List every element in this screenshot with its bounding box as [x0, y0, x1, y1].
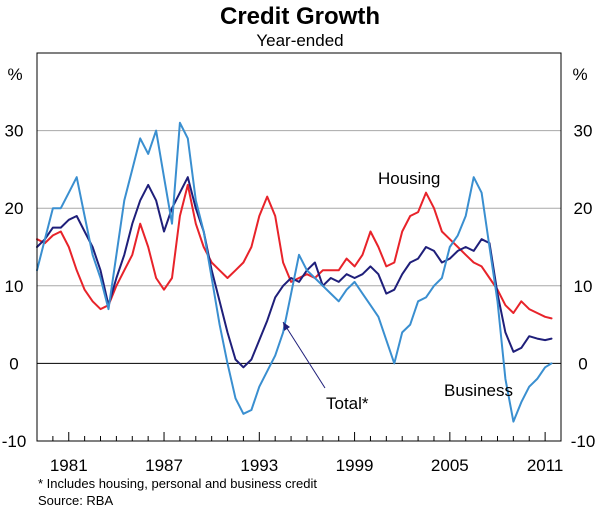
chart-subtitle: Year-ended: [256, 31, 343, 50]
y-axis-unit-right: %: [572, 65, 587, 84]
footnote-source: Source: RBA: [38, 493, 113, 508]
x-tick-label: 1981: [50, 456, 88, 475]
y-axis-unit-left: %: [7, 65, 22, 84]
series-label-total: Total*: [326, 394, 369, 413]
series-line-business: [36, 121, 553, 423]
total-annotation-arrowhead: [283, 322, 290, 331]
plot-frame: [36, 52, 562, 442]
y-tick-label-right: 10: [574, 277, 593, 296]
total-annotation-pointer: [282, 321, 326, 389]
chart-title: Credit Growth: [220, 3, 380, 30]
y-tick-label-left: -10: [2, 432, 27, 451]
y-tick-label-left: 0: [9, 354, 18, 373]
x-tick-label: 1999: [336, 456, 374, 475]
y-tick-label-left: 20: [5, 199, 24, 218]
y-tick-label-left: 10: [5, 277, 24, 296]
y-tick-label-right: 0: [578, 354, 587, 373]
y-tick-label-right: 30: [574, 122, 593, 141]
x-tick-label: 1993: [240, 456, 278, 475]
y-tick-label-right: 20: [574, 199, 593, 218]
series-label-housing: Housing: [378, 169, 440, 188]
series-line-total: [36, 176, 553, 369]
x-tick-label: 1987: [145, 456, 183, 475]
x-tick-label: 2005: [431, 456, 469, 475]
footnote-total-definition: * Includes housing, personal and busines…: [38, 476, 317, 491]
y-tick-label-left: 30: [5, 122, 24, 141]
x-tick-label: 2011: [527, 456, 564, 475]
y-tick-label-right: -10: [571, 432, 596, 451]
series-label-business: Business: [444, 381, 513, 400]
